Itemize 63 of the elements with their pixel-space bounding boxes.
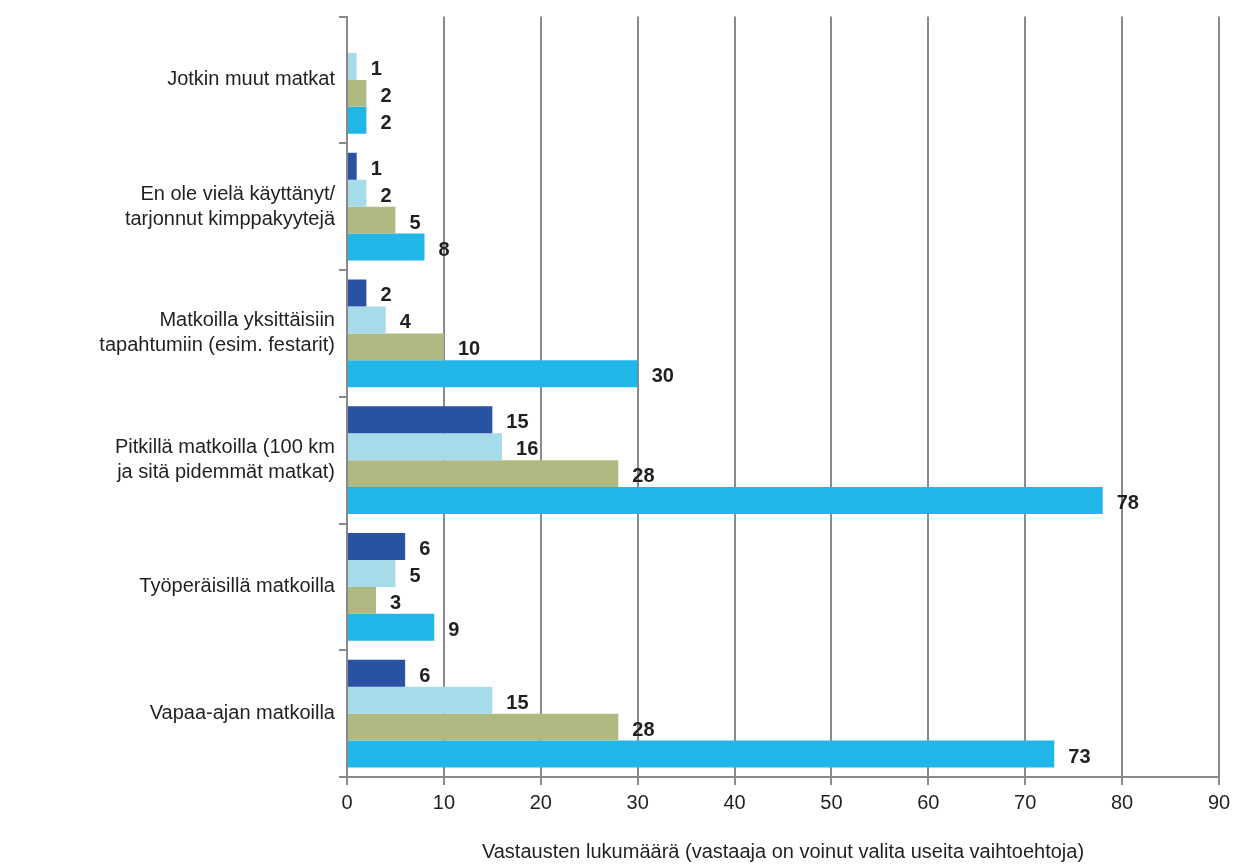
bar [348, 79, 367, 107]
data-label: 6 [419, 663, 431, 686]
data-label: 16 [516, 437, 539, 460]
bar [348, 613, 435, 641]
data-label: 78 [1116, 491, 1139, 514]
data-label: 1 [370, 156, 382, 179]
bar [348, 686, 493, 714]
x-tick-label: 30 [626, 790, 649, 813]
bar [348, 152, 357, 180]
x-tick-label: 70 [1014, 790, 1037, 813]
data-label: 73 [1068, 744, 1091, 767]
data-label: 30 [651, 364, 674, 387]
bar [348, 306, 386, 334]
y-tick-label: Vapaa-ajan matkoilla [149, 701, 336, 724]
y-tick-label: Pitkillä matkoilla (100 km ja sitä pidemmät matkat) [114, 435, 335, 483]
bar [348, 233, 425, 261]
x-tick-label: 80 [1110, 790, 1134, 813]
y-tick-label: Työperäisillä matkoilla [139, 574, 336, 597]
x-tick-label: 20 [529, 790, 552, 813]
bar [348, 279, 367, 307]
y-tick-label: Matkoilla yksittäisiin tapahtumiin (esim. festarit) [99, 308, 335, 356]
bar [348, 433, 503, 461]
x-tick-label: 50 [820, 790, 843, 813]
bar [348, 179, 367, 207]
data-label: 8 [438, 237, 450, 260]
bar [348, 360, 638, 388]
x-tick-label: 60 [917, 790, 940, 813]
bar [348, 713, 619, 741]
x-tick-label: 0 [341, 790, 353, 813]
data-label: 4 [399, 310, 412, 333]
data-label: 28 [632, 717, 655, 740]
bar [348, 206, 396, 234]
bar [348, 52, 357, 80]
data-label: 2 [380, 283, 392, 306]
bar [348, 586, 377, 614]
data-label: 2 [380, 83, 392, 106]
x-axis-title: Vastausten lukumäärä (vastaaja on voinut valita useita vaihtoehtoja) [481, 839, 1085, 862]
bar [348, 406, 493, 434]
data-label: 2 [380, 183, 392, 206]
data-label: 6 [419, 536, 431, 559]
bar [348, 487, 1103, 514]
x-tick-label: 40 [723, 790, 746, 813]
bar [348, 460, 619, 488]
y-tick-label: Jotkin muut matkat [167, 67, 336, 90]
data-label: 15 [506, 410, 529, 433]
data-label: 10 [457, 337, 481, 360]
x-tick-label: 10 [432, 790, 456, 813]
data-label: 9 [448, 617, 460, 640]
data-label: 1 [370, 56, 382, 79]
y-tick-label: En ole vielä käyttänyt/ tarjonnut kimppakyytejä [124, 181, 336, 229]
bar [348, 333, 444, 361]
bar [348, 740, 1055, 768]
data-label: 28 [632, 464, 655, 487]
data-label: 5 [409, 563, 421, 586]
x-tick-label: 90 [1207, 790, 1231, 813]
data-label: 5 [409, 210, 421, 233]
data-label: 15 [506, 690, 529, 713]
bar [348, 533, 406, 560]
bar [348, 559, 396, 587]
bar [348, 659, 406, 687]
data-label: 2 [380, 110, 392, 133]
bar [348, 106, 367, 134]
data-label: 3 [390, 590, 402, 613]
